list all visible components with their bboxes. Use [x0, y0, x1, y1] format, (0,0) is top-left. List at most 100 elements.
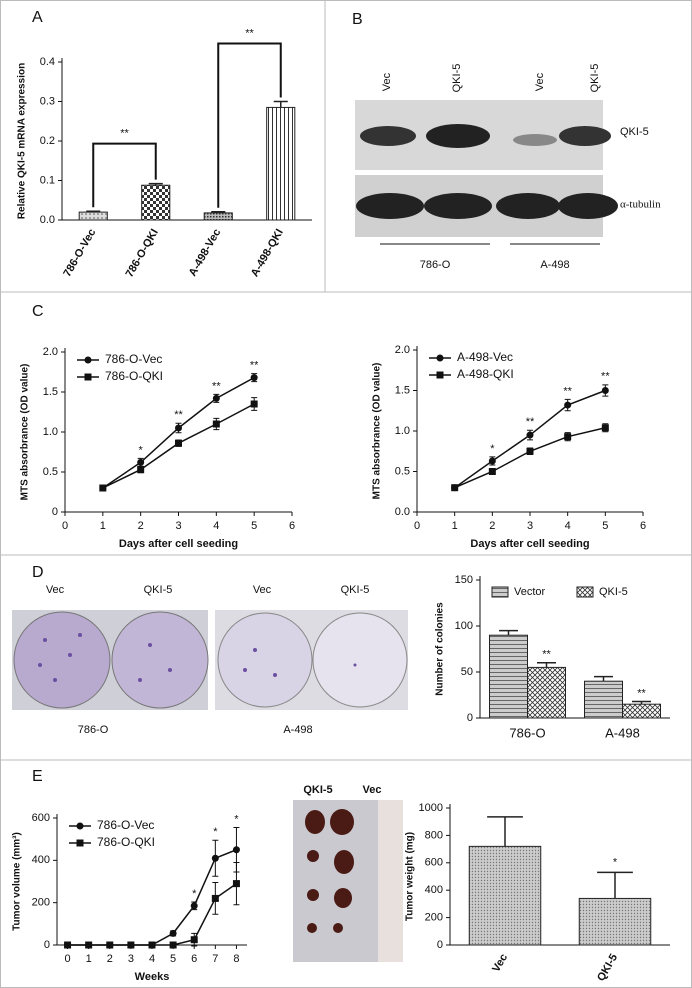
marker: [175, 439, 182, 447]
marker: [190, 936, 198, 944]
significance: *: [613, 856, 618, 868]
panel-label: A: [32, 9, 43, 26]
tumor-image: [293, 800, 403, 962]
legend-swatch: [491, 586, 509, 598]
marker: [526, 447, 534, 455]
significance: **: [563, 385, 572, 397]
y-tick-label: 0.5: [43, 466, 58, 478]
y-axis-title: Relative QKI-5 mRNA expression: [17, 63, 28, 219]
marker: [488, 468, 496, 475]
y-tick-label: 0.0: [395, 506, 410, 518]
x-tick-label: 3: [175, 520, 181, 532]
marker: [137, 466, 145, 474]
significance: **: [120, 128, 129, 140]
marker: [148, 941, 156, 949]
y-axis-title: Tumor volume (mm³): [12, 832, 23, 931]
lane-label: Vec: [253, 584, 272, 596]
x-tick-label: 0: [64, 953, 70, 965]
y-tick-label: 0: [44, 939, 50, 951]
band-label: α-tubulin: [620, 199, 661, 211]
significance: *: [139, 444, 144, 456]
group-label: 786-O: [78, 724, 109, 736]
bar: [622, 703, 661, 719]
lane-label: Vec: [381, 72, 393, 91]
y-tick-label: 0.1: [40, 174, 55, 186]
x-tick-label: 4: [213, 520, 219, 532]
legend-marker: [76, 822, 84, 830]
marker: [169, 941, 177, 949]
legend-label: A-498-Vec: [457, 350, 513, 364]
error-bar: [594, 675, 613, 682]
legend-label: Vector: [514, 586, 546, 598]
y-tick-label: 0: [437, 939, 443, 951]
lane-label: Vec: [46, 584, 65, 596]
marker: [250, 374, 258, 382]
error-bar: [211, 210, 226, 213]
marker: [232, 846, 240, 854]
y-tick-label: 1.0: [395, 425, 410, 437]
x-tick-label: 5: [602, 520, 608, 532]
panel-label: B: [352, 11, 363, 28]
y-tick-label: 2.0: [43, 346, 58, 358]
marker: [85, 941, 93, 949]
significance: **: [174, 409, 183, 421]
significance: **: [637, 687, 646, 699]
bar: [141, 184, 171, 221]
x-tick-label: 6: [289, 520, 295, 532]
significance: **: [542, 649, 551, 661]
error-bar: [537, 662, 556, 668]
marker: [451, 484, 459, 492]
x-axis-title: Days after cell seeding: [119, 538, 238, 550]
bar: [489, 634, 528, 719]
significance: *: [213, 826, 218, 838]
y-tick-label: 0.0: [40, 214, 55, 226]
marker: [211, 894, 219, 902]
panel-label: D: [32, 564, 44, 581]
x-tick-label: 4: [149, 953, 155, 965]
marker: [127, 941, 135, 949]
bracket: [217, 42, 282, 208]
legend-swatch: [576, 586, 594, 598]
x-tick-label: 1: [86, 953, 92, 965]
y-tick-label: 0: [52, 506, 58, 518]
x-tick-label: 8: [233, 953, 239, 965]
marker: [601, 387, 609, 394]
band-label: QKI-5: [620, 126, 649, 138]
y-tick-label: 400: [425, 884, 443, 896]
y-tick-label: 0.4: [40, 56, 55, 68]
y-tick-label: 1000: [419, 802, 443, 814]
y-tick-label: 0: [467, 712, 473, 724]
significance: *: [234, 813, 239, 825]
error-bar: [632, 700, 651, 705]
y-axis-title: MTS absorbrance (OD value): [372, 363, 383, 500]
y-tick-label: 400: [32, 854, 50, 866]
marker: [564, 401, 572, 409]
x-tick-label: 5: [170, 953, 176, 965]
bar: [578, 897, 652, 946]
marker: [190, 902, 198, 910]
legend-marker: [76, 839, 84, 847]
bar: [468, 845, 542, 946]
y-tick-label: 2.0: [395, 344, 410, 356]
lane-label: Vec: [534, 72, 546, 91]
marker: [137, 458, 145, 466]
lane-label: QKI-5: [144, 584, 173, 596]
significance: **: [526, 416, 535, 428]
marker: [564, 433, 572, 441]
x-tick-label: 1: [100, 520, 106, 532]
legend-label: QKI-5: [599, 586, 628, 598]
error-bar: [273, 100, 288, 108]
y-tick-label: 50: [461, 666, 473, 678]
x-tick-label: 4: [565, 520, 571, 532]
legend-label: 786-O-Vec: [97, 818, 154, 832]
legend-marker: [84, 373, 92, 381]
error-bar: [86, 210, 101, 213]
y-axis-title: Tumor weight (mg): [405, 832, 416, 921]
panel-label: C: [32, 303, 44, 320]
legend-marker: [84, 356, 92, 364]
x-axis-title: Days after cell seeding: [470, 538, 589, 550]
y-axis-title: Number of colonies: [435, 602, 446, 696]
y-tick-label: 1.0: [43, 426, 58, 438]
x-axis-title: Weeks: [135, 971, 170, 983]
